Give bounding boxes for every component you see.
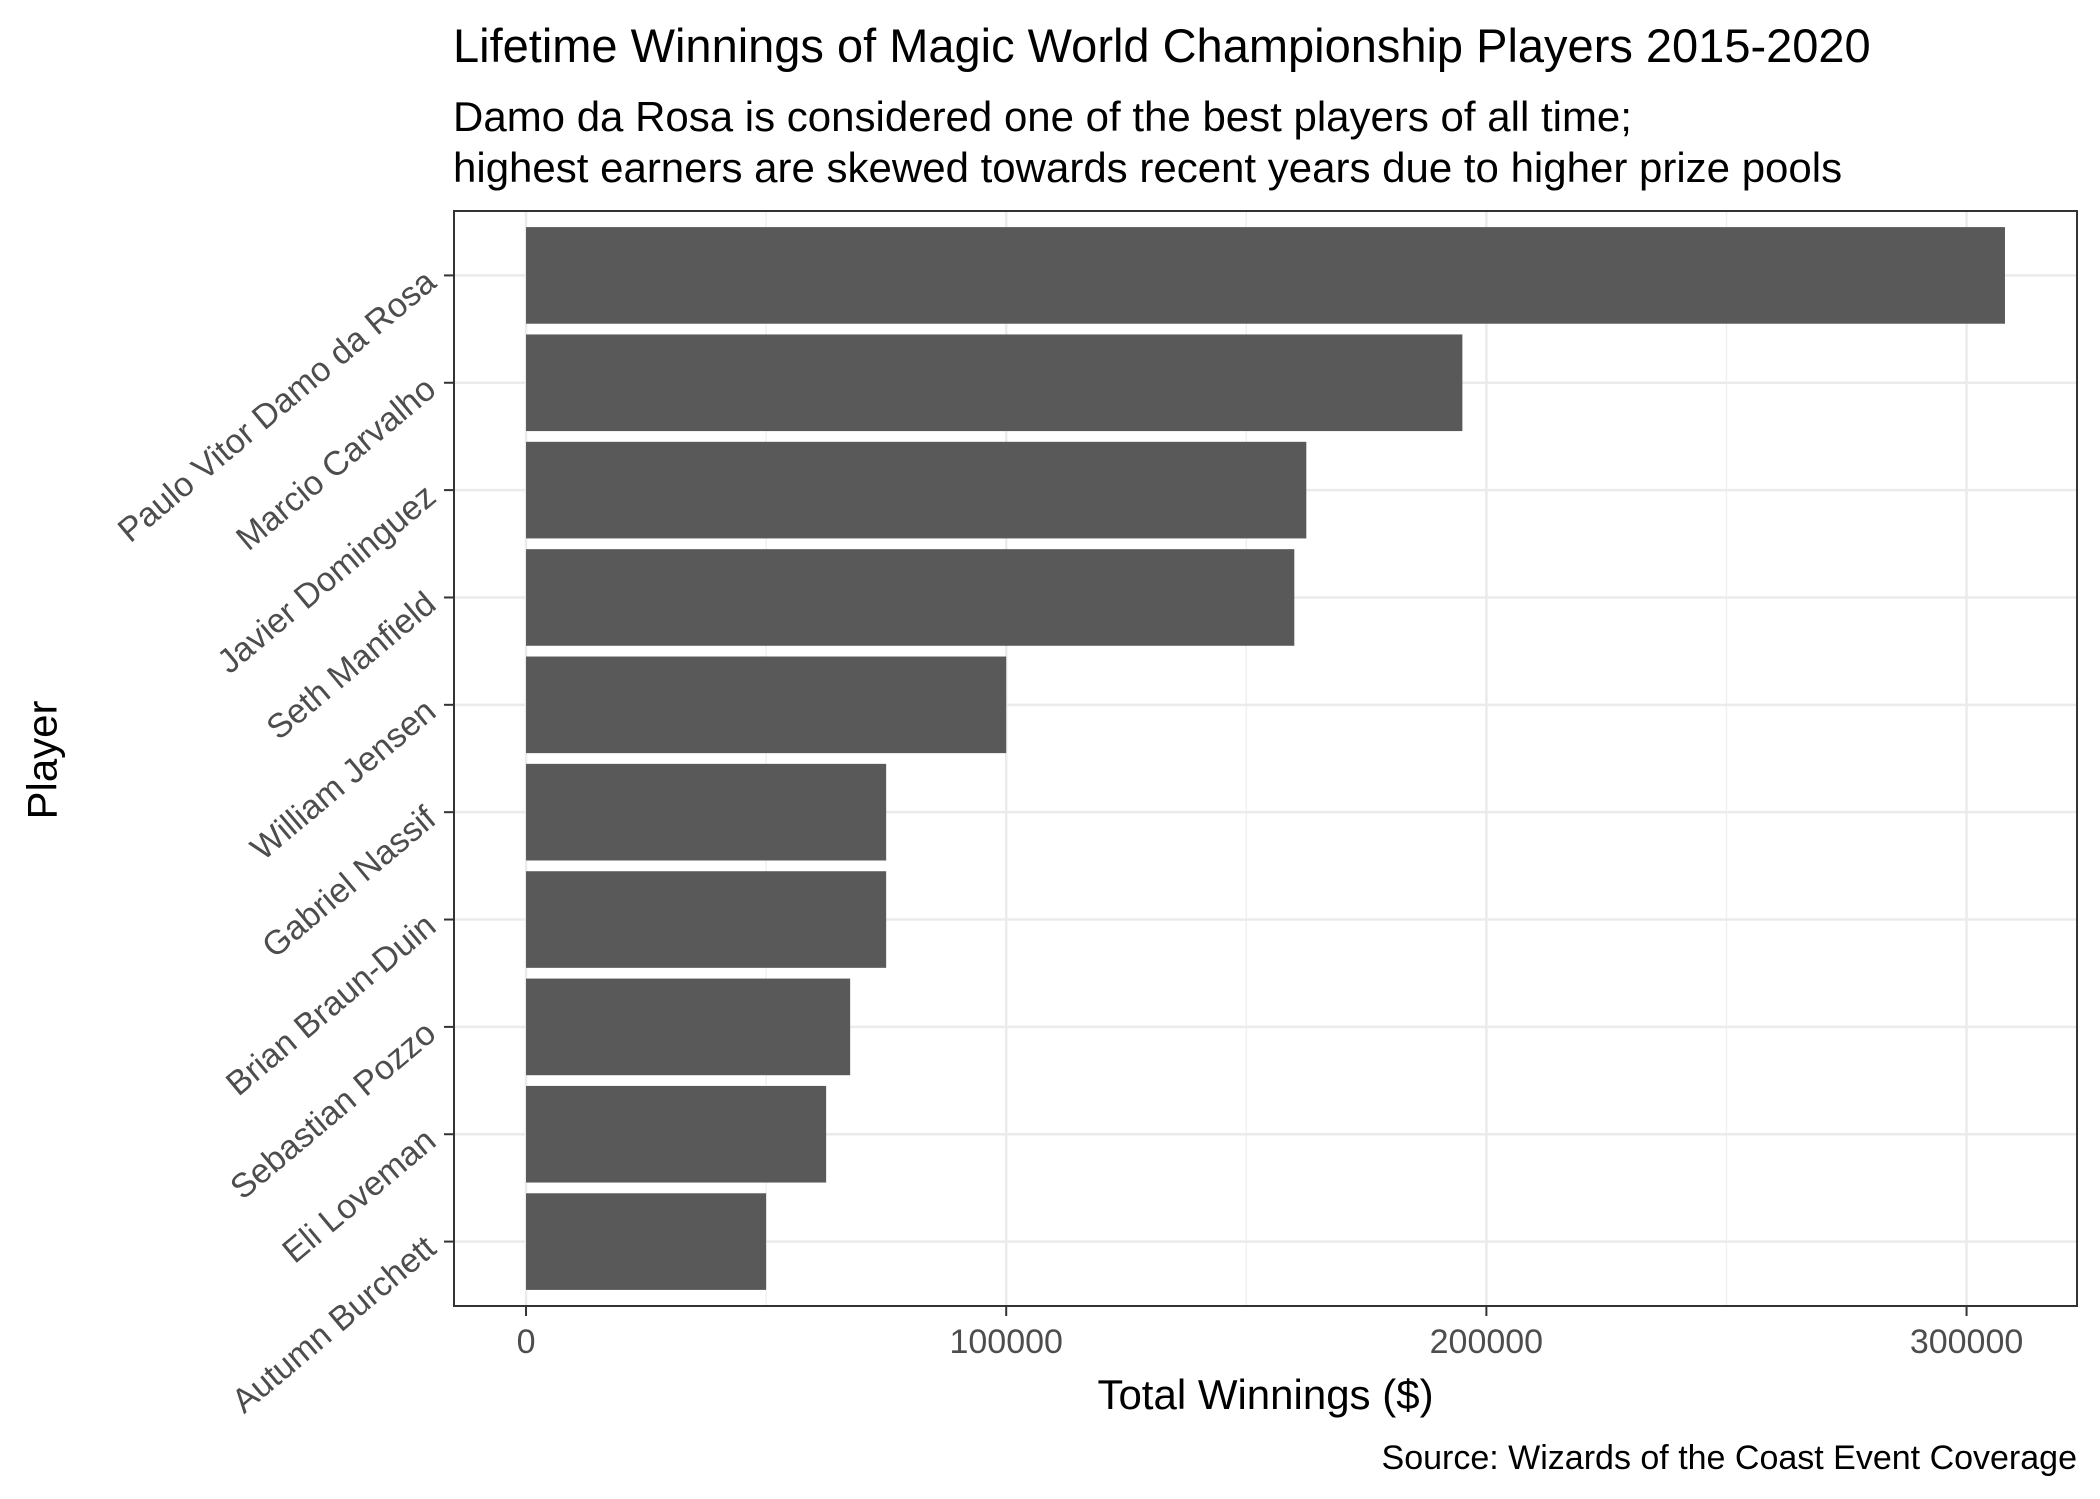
chart-caption: Source: Wizards of the Coast Event Cover… [1382, 1439, 2077, 1477]
chart-subtitle-line-1: Damo da Rosa is considered one of the be… [453, 93, 1632, 140]
x-tick-label: 300000 [1910, 1323, 2023, 1361]
chart-subtitle-line-2: highest earners are skewed towards recen… [453, 144, 1842, 191]
bar [526, 441, 1307, 539]
x-axis-title: Total Winnings ($) [1097, 1371, 1433, 1418]
x-tick-label: 100000 [949, 1323, 1062, 1361]
plot-panel [453, 210, 2078, 1307]
y-tick-label: Autumn Burchett [225, 1228, 444, 1420]
bar [526, 334, 1463, 432]
bar [526, 656, 1007, 754]
x-tick-label: 200000 [1430, 1323, 1543, 1361]
bar [526, 871, 887, 968]
y-tick-label: Brian Braun-Duin [219, 907, 443, 1104]
panel-border [453, 210, 2078, 1307]
bar [526, 763, 887, 861]
y-axis-title: Player [19, 700, 66, 819]
x-axis: 0 100000 200000 300000 [517, 1306, 2023, 1361]
bar [526, 1085, 827, 1183]
bars [526, 227, 2005, 1290]
chart-title: Lifetime Winnings of Magic World Champio… [453, 19, 1871, 72]
bar [526, 549, 1295, 646]
bar [526, 227, 2005, 324]
y-tick-label: Javier Dominguez [210, 477, 443, 681]
bar [526, 978, 851, 1076]
x-tick-label: 0 [517, 1323, 536, 1361]
bar [526, 1193, 767, 1290]
